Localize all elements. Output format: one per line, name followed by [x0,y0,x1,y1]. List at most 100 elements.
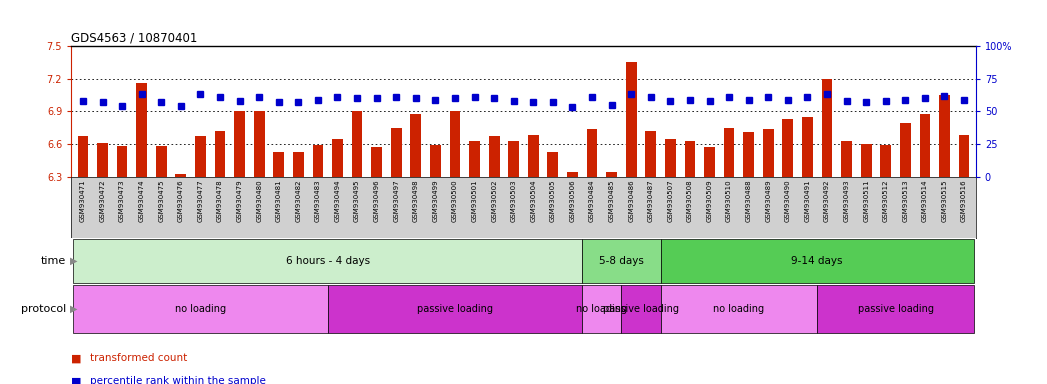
Text: 9-14 days: 9-14 days [792,256,843,266]
Text: GSM930486: GSM930486 [628,180,634,222]
Text: ■: ■ [71,376,82,384]
Bar [582,285,622,333]
Text: GSM930475: GSM930475 [158,180,164,222]
Text: GSM930484: GSM930484 [589,180,595,222]
Bar [622,285,661,333]
Bar [528,135,538,177]
Bar [763,129,774,177]
Bar [391,127,402,177]
Bar [548,152,558,177]
Bar [489,136,499,177]
Text: GSM930500: GSM930500 [452,180,458,222]
Text: no loading: no loading [713,304,764,314]
Text: GSM930489: GSM930489 [765,180,772,222]
Text: GSM930471: GSM930471 [80,180,86,222]
Bar [665,139,675,177]
Text: GSM930498: GSM930498 [413,180,419,222]
Text: GSM930477: GSM930477 [198,180,203,222]
Text: GSM930493: GSM930493 [844,180,849,222]
Text: GSM930510: GSM930510 [726,180,732,222]
Bar [626,62,637,177]
Bar [77,136,88,177]
Bar [822,79,832,177]
Text: GSM930504: GSM930504 [530,180,536,222]
Text: time: time [41,256,66,266]
Text: GSM930514: GSM930514 [922,180,928,222]
Text: GSM930485: GSM930485 [608,180,615,222]
Bar [818,285,974,333]
Bar [116,146,128,177]
Bar [705,147,715,177]
Bar [685,141,695,177]
Bar [723,127,735,177]
Text: GSM930478: GSM930478 [217,180,223,222]
Bar [939,95,950,177]
Text: GSM930503: GSM930503 [511,180,517,222]
Text: GSM930497: GSM930497 [394,180,399,222]
Text: GSM930508: GSM930508 [687,180,693,222]
Bar [312,145,324,177]
Bar [782,119,794,177]
Text: GSM930494: GSM930494 [334,180,340,222]
Bar [215,131,225,177]
Bar [176,174,186,177]
Text: GSM930516: GSM930516 [961,180,967,222]
Text: 5-8 days: 5-8 days [599,256,644,266]
Bar [235,111,245,177]
Bar [661,285,818,333]
Bar [352,111,362,177]
Text: GSM930505: GSM930505 [550,180,556,222]
Text: ▶: ▶ [70,304,77,314]
Bar [449,111,461,177]
Text: GSM930472: GSM930472 [99,180,106,222]
Text: GSM930491: GSM930491 [804,180,810,222]
Bar [195,136,206,177]
Text: ▶: ▶ [70,256,77,266]
Text: GSM930509: GSM930509 [707,180,713,222]
Bar [410,114,421,177]
Text: GSM930490: GSM930490 [785,180,790,222]
Text: GSM930501: GSM930501 [471,180,477,222]
Text: ■: ■ [71,353,82,363]
Text: GSM930482: GSM930482 [295,180,302,222]
Text: GSM930515: GSM930515 [941,180,948,222]
Text: GSM930507: GSM930507 [667,180,673,222]
Bar [900,123,911,177]
Text: GSM930495: GSM930495 [354,180,360,222]
Text: GSM930480: GSM930480 [257,180,262,222]
Bar [293,152,304,177]
Bar [861,144,871,177]
Bar [372,147,382,177]
Text: GSM930474: GSM930474 [138,180,144,222]
Text: GSM930487: GSM930487 [648,180,653,222]
Bar [743,132,754,177]
Bar [273,152,284,177]
Text: transformed count: transformed count [90,353,187,363]
Text: protocol: protocol [21,304,66,314]
Text: 6 hours - 4 days: 6 hours - 4 days [286,256,370,266]
Text: GSM930502: GSM930502 [491,180,497,222]
Text: percentile rank within the sample: percentile rank within the sample [90,376,266,384]
Bar [469,141,480,177]
Text: GSM930512: GSM930512 [883,180,889,222]
Text: no loading: no loading [576,304,627,314]
Text: GSM930481: GSM930481 [275,180,282,222]
Bar [841,141,852,177]
Bar [328,285,582,333]
Text: GSM930476: GSM930476 [178,180,184,222]
Bar [661,239,974,283]
Bar [97,143,108,177]
Text: GDS4563 / 10870401: GDS4563 / 10870401 [71,31,198,44]
Bar [332,139,342,177]
Bar [156,146,166,177]
Text: passive loading: passive loading [857,304,934,314]
Text: GSM930511: GSM930511 [863,180,869,222]
Bar [959,135,970,177]
Bar [73,285,328,333]
Bar [802,117,812,177]
Bar [582,239,661,283]
Bar [645,131,656,177]
Bar [73,239,582,283]
Bar [509,141,519,177]
Bar [606,172,617,177]
